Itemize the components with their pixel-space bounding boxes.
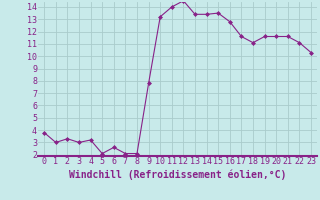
X-axis label: Windchill (Refroidissement éolien,°C): Windchill (Refroidissement éolien,°C)	[69, 169, 286, 180]
